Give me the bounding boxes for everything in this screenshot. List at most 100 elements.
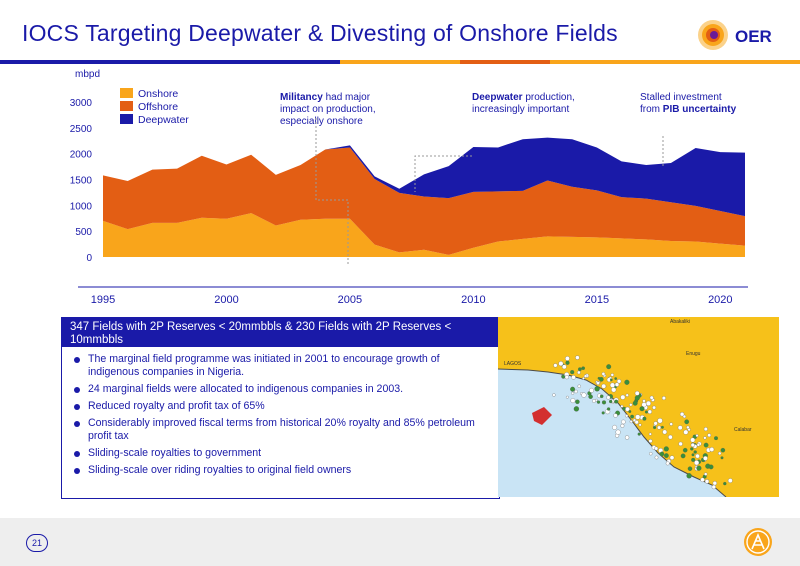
map-field-marker xyxy=(695,434,699,438)
map-field-marker xyxy=(624,379,630,385)
map-field-marker xyxy=(704,472,708,476)
map-field-marker xyxy=(687,428,691,432)
legend-label-offshore: Offshore xyxy=(138,101,178,113)
map-field-marker xyxy=(642,416,647,421)
map-field-marker xyxy=(700,477,705,483)
page-number: 21 xyxy=(26,534,48,552)
y-axis-label: mbpd xyxy=(75,69,100,80)
map-field-marker xyxy=(629,403,633,407)
map-field-marker xyxy=(592,399,596,403)
page-title: IOCS Targeting Deepwater & Divesting of … xyxy=(22,20,618,46)
map-field-marker xyxy=(720,456,724,460)
list-item: Considerably improved fiscal terms from … xyxy=(74,417,493,443)
legend-swatch-deepwater xyxy=(120,114,133,124)
map-field-marker xyxy=(647,409,652,414)
map-field-marker xyxy=(553,363,558,368)
bullet-list: The marginal field programme was initiat… xyxy=(62,353,499,477)
map-field-marker xyxy=(648,432,652,436)
map-field-marker xyxy=(571,375,576,380)
bullet-icon xyxy=(74,451,80,457)
map-field-marker xyxy=(596,400,601,404)
map-field-marker xyxy=(609,378,613,382)
map-field-marker xyxy=(565,360,570,365)
map-field-marker xyxy=(653,425,657,430)
map-field-marker xyxy=(578,367,582,372)
map-field-marker xyxy=(620,423,625,428)
panel-header: 347 Fields with 2P Reserves < 20mmbbls &… xyxy=(62,318,499,347)
map-field-marker xyxy=(691,453,695,457)
map-field-marker xyxy=(682,414,687,419)
annotation-deepwater-line: increasingly important xyxy=(472,104,569,115)
map-field-marker xyxy=(573,406,580,412)
x-tick-label: 2005 xyxy=(338,294,362,306)
map-field-marker xyxy=(625,414,629,418)
map-field-marker xyxy=(614,377,618,380)
y-tick-label: 3000 xyxy=(70,98,93,109)
map-field-marker xyxy=(601,372,606,376)
y-tick-label: 1000 xyxy=(70,201,93,212)
map-field-marker xyxy=(552,393,556,397)
bullet-icon xyxy=(74,468,80,474)
bullet-icon xyxy=(74,421,80,427)
map-field-marker xyxy=(628,410,632,413)
map-field-marker xyxy=(669,422,673,426)
map-field-marker xyxy=(682,447,688,453)
map-field-marker xyxy=(565,356,570,361)
map-field-marker xyxy=(657,418,663,424)
legend-label-deepwater: Deepwater xyxy=(138,114,189,126)
map-field-marker xyxy=(571,391,575,395)
map-field-marker xyxy=(621,419,626,425)
map-field-marker xyxy=(601,383,607,389)
map-field-marker xyxy=(649,452,653,456)
map-field-marker xyxy=(609,382,616,388)
map-field-marker xyxy=(668,434,673,440)
map-field-marker xyxy=(687,466,693,471)
map-field-marker xyxy=(696,465,702,471)
map-field-marker xyxy=(686,473,692,479)
map-field-marker xyxy=(634,390,640,396)
map-field-marker xyxy=(714,436,718,441)
map-field-marker xyxy=(703,427,708,432)
map-field-marker xyxy=(718,451,722,456)
map-field-marker xyxy=(665,461,670,466)
y-tick-label: 500 xyxy=(75,227,92,238)
map-field-marker xyxy=(615,429,621,435)
production-chart: mbpd 0 500 1000 1500 2000 2500 3000 1995 2000 2005… xyxy=(70,69,748,306)
map-field-marker xyxy=(596,381,600,385)
map-field-marker xyxy=(707,433,712,438)
map-field-marker xyxy=(664,453,669,458)
map-field-marker xyxy=(652,405,656,410)
annotation-guide-deepwater xyxy=(414,155,472,192)
map-field-marker xyxy=(691,457,696,462)
oer-logo: OER xyxy=(697,17,785,57)
map-field-marker xyxy=(678,441,683,447)
map-field-marker xyxy=(635,414,641,420)
map-field-marker xyxy=(630,414,634,419)
map-field-marker xyxy=(684,419,690,425)
map-field-marker xyxy=(654,446,659,451)
map-field-marker xyxy=(663,446,669,452)
map-field-marker xyxy=(564,375,569,380)
map-field-marker xyxy=(660,425,664,429)
map-field-marker xyxy=(565,395,569,399)
list-item: Sliding-scale royalties to government xyxy=(74,447,493,460)
map-field-marker xyxy=(704,479,710,484)
x-tick-label: 2010 xyxy=(461,294,485,306)
map-field-marker xyxy=(712,481,717,486)
map-field-marker xyxy=(620,404,624,408)
map-field-marker xyxy=(642,399,646,403)
annotation-deepwater-line: Deepwater production, xyxy=(472,92,575,103)
annotation-guide-militancy xyxy=(315,118,349,264)
oil-rig-icon xyxy=(744,528,772,556)
annotation-pib-line: Stalled investment xyxy=(640,92,722,103)
map-field-marker xyxy=(669,455,675,460)
map-field-marker xyxy=(661,396,666,401)
map-field-marker xyxy=(601,411,605,415)
map-field-marker xyxy=(648,439,653,443)
map-label-enugu: Enugu xyxy=(686,351,701,357)
x-tick-label: 2000 xyxy=(214,294,238,306)
map-field-marker xyxy=(703,455,708,461)
map-field-marker xyxy=(561,364,567,370)
map-field-marker xyxy=(703,436,707,440)
x-tick-label: 1995 xyxy=(91,294,115,306)
